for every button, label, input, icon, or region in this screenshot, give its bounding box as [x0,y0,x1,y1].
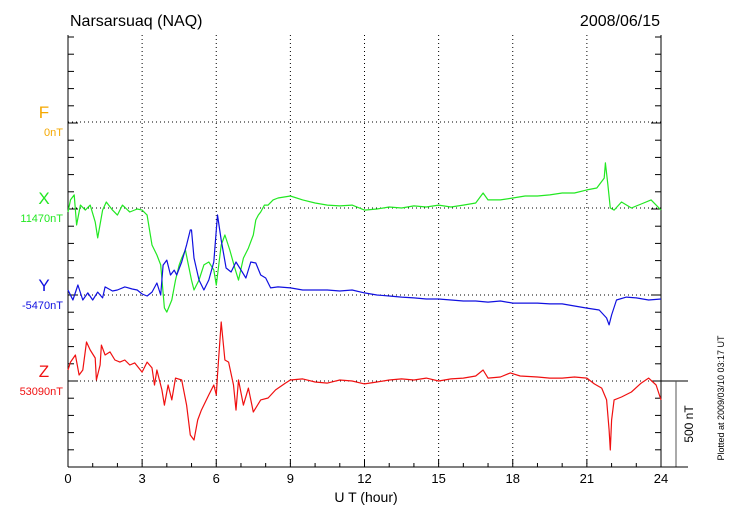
date-title: 2008/06/15 [580,13,660,30]
station-title: Narsarsuaq (NAQ) [70,13,202,30]
x-tick-label: 3 [139,471,146,486]
series-name-f: F [39,103,49,122]
plotted-timestamp: Plotted at 2009/03/10 03:17 UT [716,335,726,461]
x-tick-label: 24 [654,471,668,486]
series-baseline-z: 53090nT [20,386,64,398]
series-line-z [67,321,662,451]
x-tick-label: 12 [357,471,371,486]
x-tick-label: 0 [64,471,71,486]
x-tick-label: 6 [213,471,220,486]
series-line-x [67,162,662,313]
x-tick-label: 21 [580,471,594,486]
series-labels: F 0nT X 11470nT Y -5470nT Z 53090nT [20,103,64,398]
series-name-y: Y [38,276,49,295]
x-tick-labels: 0 3 6 9 12 15 18 21 24 [64,471,668,486]
scale-bar-label: 500 nT [682,405,696,443]
grid [68,35,661,467]
x-tick-label: 18 [506,471,520,486]
series-group [67,162,662,451]
series-baseline-x: 11470nT [20,213,63,225]
series-baseline-f: 0nT [44,127,63,139]
x-tick-label: 15 [431,471,445,486]
x-tick-label: 9 [287,471,294,486]
axes [67,35,662,468]
scale-bar: 500 nT [661,380,696,468]
series-line-y [67,214,662,326]
series-name-x: X [38,189,49,208]
series-baseline-y: -5470nT [22,300,63,312]
x-axis-label: U T (hour) [334,489,397,505]
series-name-z: Z [39,362,49,381]
